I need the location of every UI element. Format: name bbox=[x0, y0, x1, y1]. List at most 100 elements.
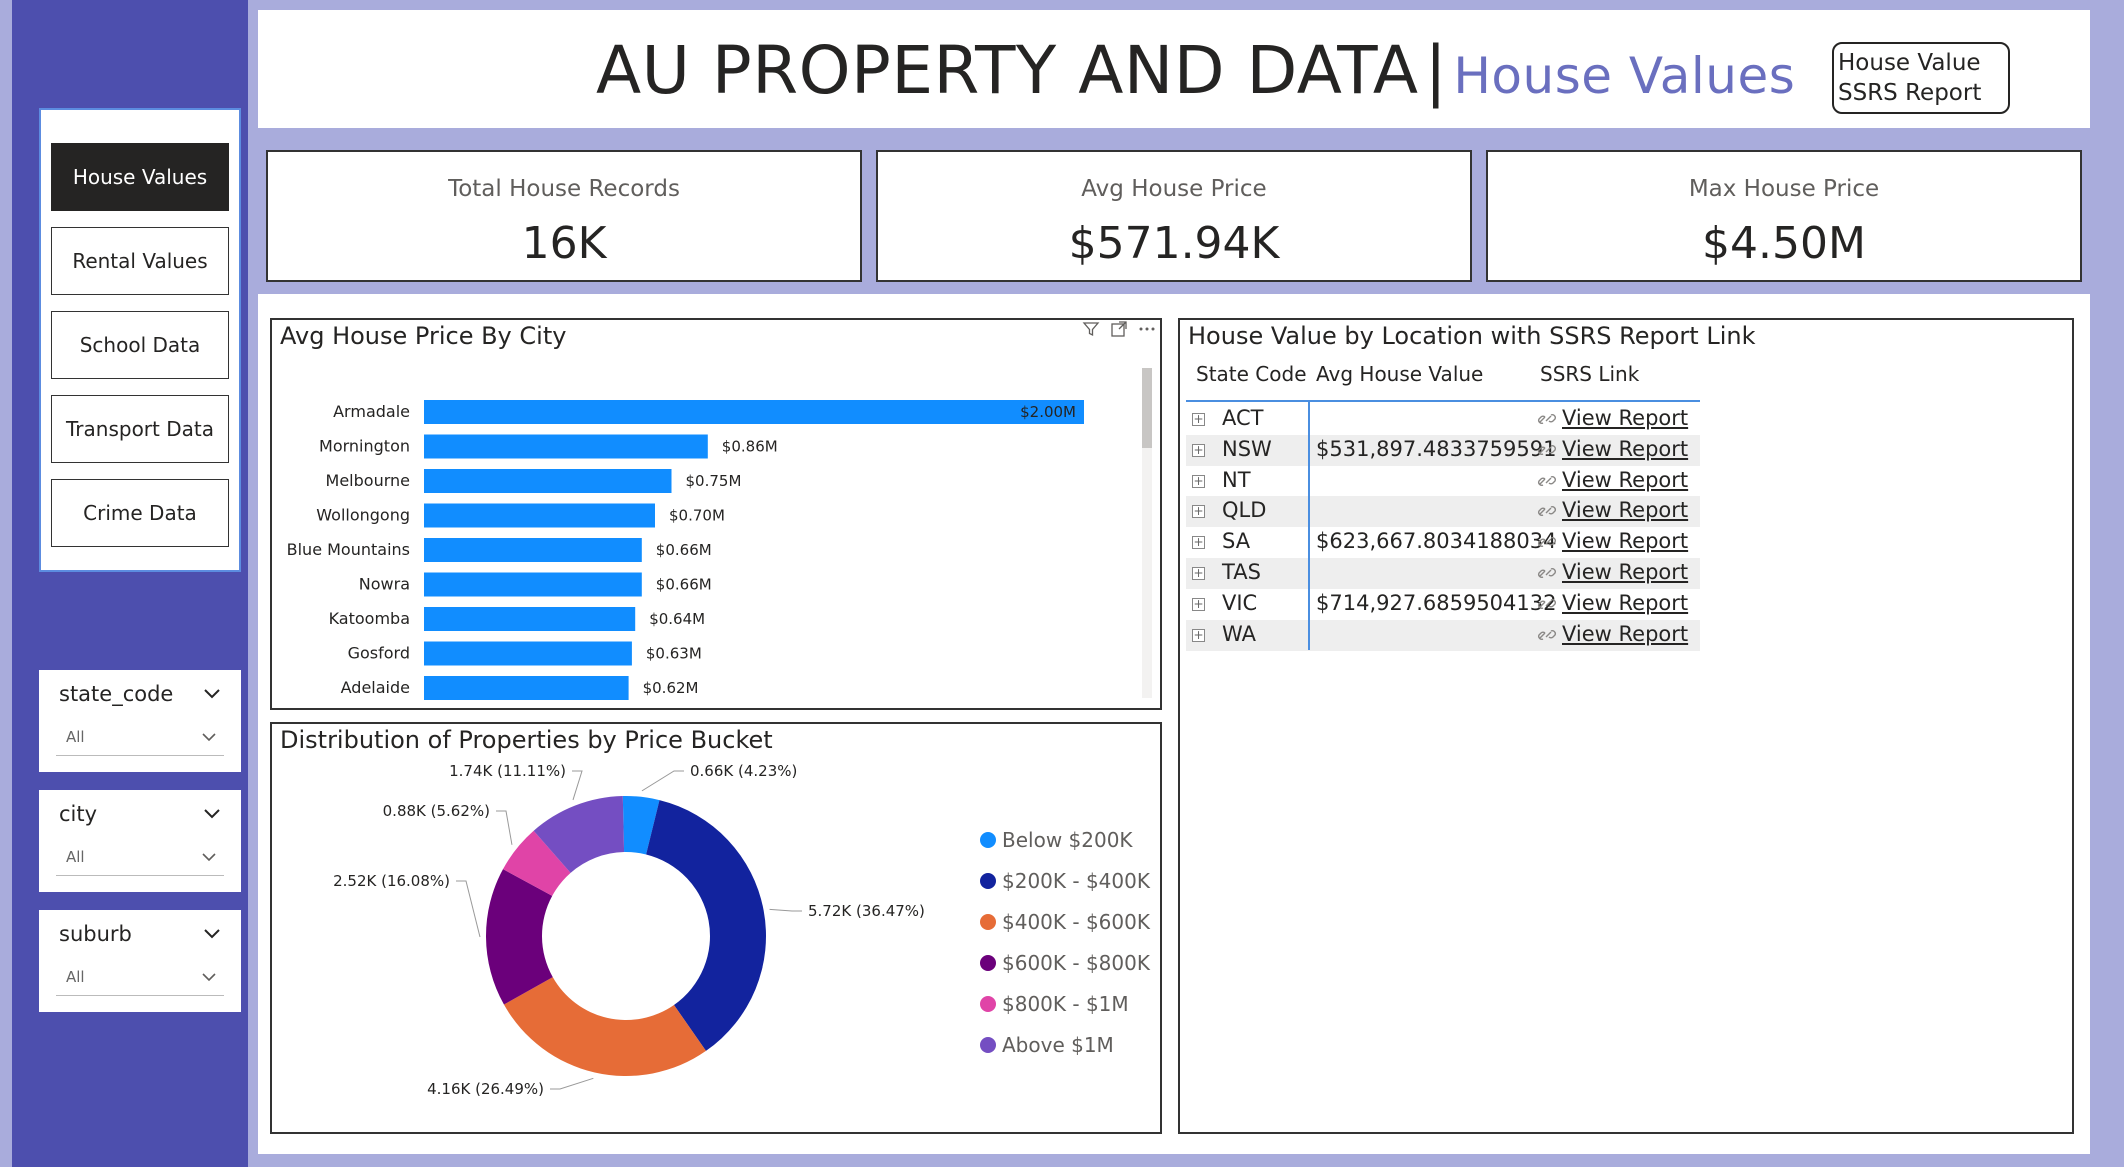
chart-title: Avg House Price By City bbox=[280, 322, 567, 350]
leader-line bbox=[456, 880, 481, 938]
bar[interactable] bbox=[424, 676, 629, 700]
city-dropdown[interactable]: All bbox=[56, 838, 224, 876]
nav-crime-data-button[interactable]: Crime Data bbox=[51, 479, 229, 547]
chart-scrollbar[interactable] bbox=[1142, 368, 1152, 698]
link-icon bbox=[1538, 506, 1556, 517]
slice-data-label: 4.16K (26.49%) bbox=[427, 1080, 544, 1098]
expand-plus-icon[interactable]: + bbox=[1192, 504, 1205, 519]
view-report-link[interactable]: View Report bbox=[1536, 529, 1688, 553]
link-icon bbox=[1538, 537, 1556, 548]
legend-dot-icon bbox=[980, 955, 996, 971]
kpi-value: 16K bbox=[521, 218, 607, 269]
bar[interactable] bbox=[424, 400, 1084, 424]
data-label: $0.62M bbox=[643, 679, 699, 697]
bar[interactable] bbox=[424, 641, 632, 666]
data-label: $2.00M bbox=[1020, 403, 1076, 421]
chevron-down-icon[interactable] bbox=[201, 682, 223, 704]
nav-transport-data-button[interactable]: Transport Data bbox=[51, 395, 229, 463]
chevron-down-icon[interactable] bbox=[201, 922, 223, 944]
state-code-cell: VIC bbox=[1222, 590, 1258, 615]
chevron-down-icon[interactable] bbox=[201, 802, 223, 824]
filter-icon[interactable] bbox=[1082, 320, 1100, 338]
avg-value-cell: $714,927.6859504132 bbox=[1316, 590, 1557, 615]
title-separator: | bbox=[1424, 32, 1448, 109]
state-code-dropdown[interactable]: All bbox=[56, 718, 224, 756]
legend-item[interactable]: $600K - $800K bbox=[980, 951, 1150, 975]
bar[interactable] bbox=[424, 607, 636, 631]
focus-mode-icon[interactable] bbox=[1110, 320, 1128, 338]
donut-slice[interactable] bbox=[486, 869, 553, 1005]
table-row: + SA $623,667.8034188034 View Report bbox=[1186, 527, 1700, 558]
suburb-dropdown[interactable]: All bbox=[56, 958, 224, 996]
col-header-ssrs-link[interactable]: SSRS Link bbox=[1540, 362, 1640, 386]
slice-data-label: 1.74K (11.11%) bbox=[449, 762, 566, 780]
kpi-value: $571.94K bbox=[1068, 218, 1280, 269]
link-text: View Report bbox=[1562, 406, 1689, 430]
nav-edge bbox=[0, 0, 12, 1167]
expand-plus-icon[interactable]: + bbox=[1192, 596, 1205, 611]
ssrs-button-line2: SSRS Report bbox=[1838, 80, 1982, 106]
col-header-avg-house-value[interactable]: Avg House Value bbox=[1316, 362, 1484, 386]
title-main: AU PROPERTY AND DATA bbox=[596, 32, 1419, 109]
bar[interactable] bbox=[424, 469, 672, 493]
chart-title: Distribution of Properties by Price Buck… bbox=[280, 726, 773, 754]
donut-slice[interactable] bbox=[622, 796, 660, 855]
chevron-down-icon bbox=[202, 853, 216, 862]
donut-slice[interactable] bbox=[503, 977, 706, 1076]
expand-plus-icon[interactable]: + bbox=[1192, 442, 1205, 457]
legend-item[interactable]: Below $200K bbox=[980, 828, 1133, 852]
more-options-icon[interactable] bbox=[1138, 320, 1156, 338]
view-report-link[interactable]: View Report bbox=[1536, 468, 1688, 492]
category-label: Gosford bbox=[348, 644, 410, 663]
view-report-link[interactable]: View Report bbox=[1536, 591, 1688, 615]
legend-item[interactable]: $200K - $400K bbox=[980, 869, 1150, 893]
donut-slice[interactable] bbox=[533, 796, 625, 873]
expand-plus-icon[interactable]: + bbox=[1192, 627, 1205, 642]
expand-plus-icon[interactable]: + bbox=[1192, 473, 1205, 488]
view-report-link[interactable]: View Report bbox=[1536, 560, 1688, 584]
legend-label: $400K - $600K bbox=[1002, 910, 1150, 934]
data-label: $0.64M bbox=[649, 610, 705, 628]
bar[interactable] bbox=[424, 538, 642, 562]
expand-plus-icon[interactable]: + bbox=[1192, 566, 1205, 580]
table-title: House Value by Location with SSRS Report… bbox=[1188, 322, 1756, 350]
kpi-card-total-records: Total House Records 16K bbox=[266, 150, 862, 282]
bar[interactable] bbox=[424, 572, 642, 597]
view-report-link[interactable]: View Report bbox=[1536, 437, 1688, 461]
col-header-state-code[interactable]: State Code bbox=[1196, 362, 1307, 386]
bar[interactable] bbox=[424, 434, 708, 459]
nav-rental-values-button[interactable]: Rental Values bbox=[51, 227, 229, 295]
data-label: $0.86M bbox=[722, 438, 778, 456]
legend-item[interactable]: $800K - $1M bbox=[980, 992, 1129, 1016]
table-row: + ACT View Report bbox=[1186, 404, 1700, 435]
state-code-cell: WA bbox=[1222, 621, 1256, 646]
view-report-link[interactable]: View Report bbox=[1536, 622, 1688, 646]
column-divider bbox=[1308, 400, 1310, 650]
data-label: $0.63M bbox=[646, 645, 702, 663]
link-text: View Report bbox=[1562, 621, 1689, 646]
view-report-link[interactable]: View Report bbox=[1536, 498, 1688, 522]
expand-plus-icon[interactable]: + bbox=[1192, 412, 1205, 426]
state-code-cell: NSW bbox=[1222, 436, 1272, 461]
link-text: View Report bbox=[1562, 436, 1689, 461]
ssrs-report-button[interactable]: House Value SSRS Report bbox=[1832, 42, 2010, 114]
donut-slice[interactable] bbox=[503, 830, 571, 896]
donut-slice[interactable] bbox=[646, 800, 766, 1051]
bar[interactable] bbox=[424, 503, 655, 528]
link-icon bbox=[1538, 475, 1556, 486]
expand-plus-icon[interactable]: + bbox=[1192, 535, 1205, 550]
legend-label: $600K - $800K bbox=[1002, 951, 1150, 975]
page-nav-box: House Values Rental Values School Data T… bbox=[39, 108, 241, 572]
link-text: View Report bbox=[1562, 590, 1689, 615]
link-icon bbox=[1538, 629, 1556, 640]
legend-label: Below $200K bbox=[1002, 828, 1133, 852]
category-label: Katoomba bbox=[329, 609, 410, 628]
legend-item[interactable]: $400K - $600K bbox=[980, 910, 1150, 934]
table-row: + NSW $531,897.4833759591 View Report bbox=[1186, 434, 1700, 466]
nav-house-values-button[interactable]: House Values bbox=[51, 143, 229, 211]
view-report-link[interactable]: View Report bbox=[1536, 406, 1688, 430]
scrollbar-thumb[interactable] bbox=[1142, 368, 1152, 448]
slicer-state-code: state_code All bbox=[39, 670, 241, 772]
nav-school-data-button[interactable]: School Data bbox=[51, 311, 229, 379]
legend-item[interactable]: Above $1M bbox=[980, 1033, 1114, 1057]
